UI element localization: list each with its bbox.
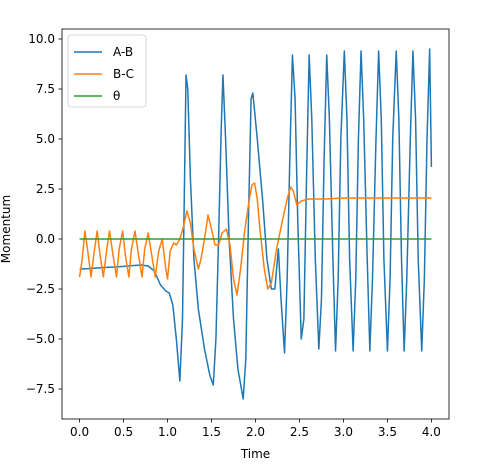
x-tick-label: 0.5: [114, 425, 133, 439]
x-tick-label: 0.0: [70, 425, 89, 439]
series-line-2: [78, 182, 432, 296]
y-tick-label: 10.0: [28, 32, 55, 46]
x-tick-label: 1.5: [202, 425, 221, 439]
legend-label-3: θ: [113, 89, 120, 103]
x-tick-label: 3.5: [378, 425, 397, 439]
x-tick-label: 2.5: [290, 425, 309, 439]
legend-label-1: A-B: [113, 45, 133, 59]
x-tick-label: 2.0: [246, 425, 265, 439]
x-tick-label: 3.0: [334, 425, 353, 439]
x-tick-label: 1.0: [158, 425, 177, 439]
y-axis-label: Momentum: [0, 195, 13, 263]
y-tick-label: 2.5: [36, 182, 55, 196]
y-tick-label: −7.5: [26, 382, 55, 396]
legend-label-2: B-C: [113, 67, 134, 81]
x-axis-ticks: 0.0 0.5 1.0 1.5 2.0 2.5 3.0 3.5 4.0: [70, 419, 441, 439]
series-layer: [78, 48, 433, 400]
y-axis-ticks: −7.5 −5.0 −2.5 0.0 2.5 5.0 7.5 10.0: [26, 32, 62, 396]
x-axis-label: Time: [240, 447, 270, 461]
y-tick-label: 7.5: [36, 82, 55, 96]
y-tick-label: −5.0: [26, 332, 55, 346]
y-tick-label: 5.0: [36, 132, 55, 146]
legend: A-B B-C θ: [67, 34, 147, 108]
legend-box: [67, 34, 147, 108]
x-tick-label: 4.0: [422, 425, 441, 439]
y-tick-label: −2.5: [26, 282, 55, 296]
y-tick-label: 0.0: [36, 232, 55, 246]
series-line-1: [79, 48, 433, 400]
